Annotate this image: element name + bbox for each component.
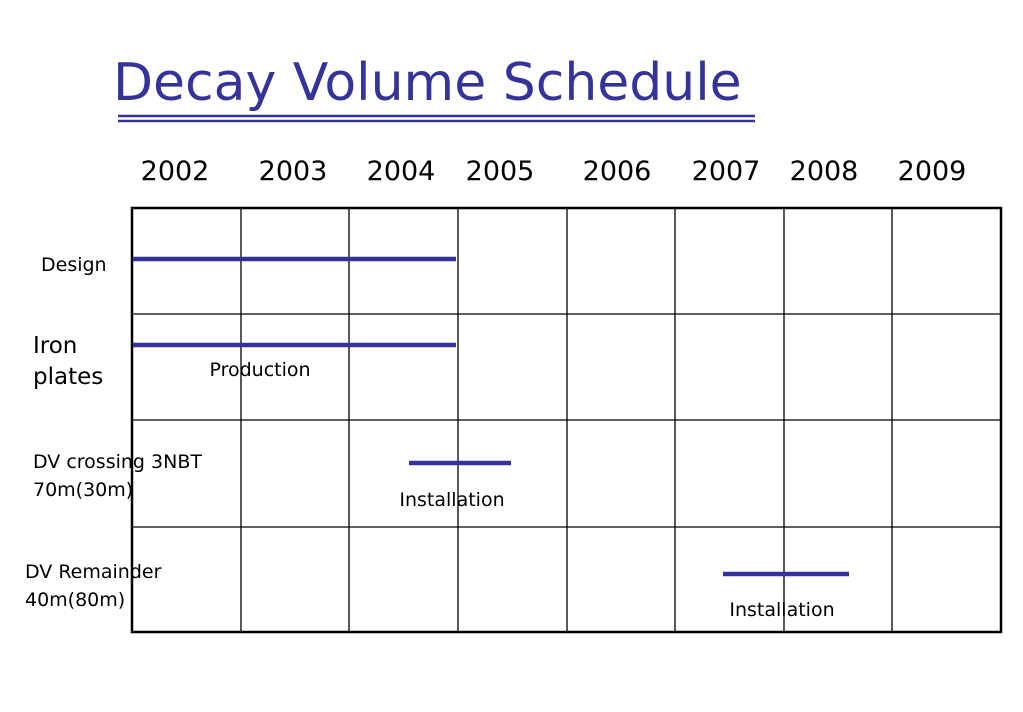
- year: 2007: [692, 156, 761, 187]
- year: 2004: [367, 156, 436, 187]
- task-note: Production: [209, 359, 310, 381]
- task-note: Installation: [399, 489, 504, 511]
- year: 2003: [259, 156, 328, 187]
- year: 2008: [790, 156, 859, 187]
- year: 2006: [583, 156, 652, 187]
- row-label: 40m(80m): [25, 589, 125, 611]
- row-label: plates: [33, 364, 103, 390]
- row-label: Design: [41, 254, 107, 276]
- year: 2009: [898, 156, 967, 187]
- row-label: DV crossing 3NBT: [33, 451, 202, 473]
- year: 2002: [141, 156, 210, 187]
- grid: [130, 206, 1003, 634]
- task-note: Installation: [729, 599, 834, 621]
- title: Decay Volume Schedule: [113, 53, 742, 113]
- row-label: Iron: [33, 333, 77, 359]
- row-label: 70m(30m): [33, 479, 133, 501]
- year-header: 2002 2003 2004 2005 2006 2007 2008 2009: [141, 156, 967, 187]
- row-label: DV Remainder: [25, 561, 162, 583]
- year: 2005: [466, 156, 535, 187]
